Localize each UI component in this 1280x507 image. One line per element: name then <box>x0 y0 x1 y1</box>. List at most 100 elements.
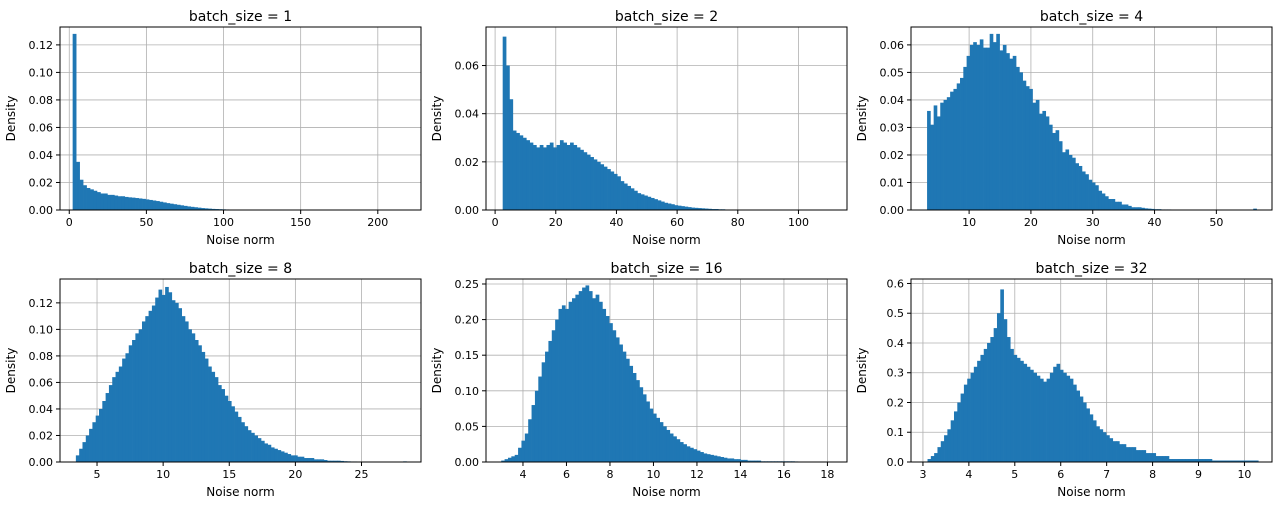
histogram-bar <box>218 385 222 462</box>
histogram-bar <box>553 147 557 210</box>
histogram-bar <box>657 200 662 210</box>
y-tick-label: 0.6 <box>887 277 905 290</box>
y-axis-ticks: 0.0 0.1 0.2 0.3 0.4 0.5 0.6 <box>887 277 911 469</box>
subplot-batch-32: batch_size = 32 Noise norm Density 3 4 5 6 7… <box>855 261 1273 499</box>
histogram-bar <box>1022 80 1027 210</box>
histogram-bar <box>654 199 658 210</box>
histogram-bar <box>241 422 245 462</box>
histogram-bar <box>112 377 116 462</box>
histogram-bar <box>1114 201 1119 210</box>
histogram-bar <box>504 459 509 462</box>
x-tick-label: 15 <box>222 468 236 481</box>
x-axis-label: Noise norm <box>206 485 274 499</box>
y-tick-label: 0.25 <box>455 278 480 291</box>
histogram-bar <box>565 308 569 462</box>
histogram-bar <box>541 362 546 462</box>
histogram-bar <box>600 164 605 210</box>
histogram-bar <box>184 321 189 462</box>
y-axis-label: Density <box>430 96 444 142</box>
y-tick-label: 0.03 <box>880 121 905 134</box>
histogram-bar <box>1129 447 1133 462</box>
x-tick-label: 10 <box>1237 468 1251 481</box>
histogram-bar <box>1142 450 1147 462</box>
x-tick-label: 10 <box>156 468 170 481</box>
histogram-bar <box>128 197 133 210</box>
histogram-bar <box>1104 196 1109 210</box>
histogram-bar <box>1088 179 1093 210</box>
histogram-bar <box>649 408 654 462</box>
histogram-bar <box>280 451 285 462</box>
histogram-bar <box>1121 204 1126 210</box>
histogram-bar <box>1010 348 1014 462</box>
histogram-bar <box>570 142 574 210</box>
histogram-bar <box>1091 182 1096 210</box>
y-tick-label: 0.02 <box>880 149 905 162</box>
histogram-bar <box>1175 459 1180 462</box>
histogram-bar <box>632 372 637 462</box>
histogram-bar <box>92 422 97 462</box>
y-tick-label: 0.00 <box>455 204 480 217</box>
histogram-bar <box>1111 198 1116 210</box>
histogram-bar <box>607 169 611 210</box>
histogram-bar <box>704 208 709 210</box>
y-axis-ticks: 0.00 0.01 0.02 0.03 0.04 0.05 0.06 <box>880 39 911 217</box>
histogram-bar <box>159 201 164 210</box>
y-tick-label: 0.02 <box>455 156 480 169</box>
histogram-bar <box>943 99 948 210</box>
histogram-bar <box>940 441 945 462</box>
histogram-bar <box>696 450 701 462</box>
histogram-bar <box>640 194 645 210</box>
histogram-bar <box>1079 396 1084 462</box>
histogram-bar <box>1135 450 1140 462</box>
histogram-bar <box>507 457 512 462</box>
histogram-bar <box>930 124 935 210</box>
y-tick-label: 0.12 <box>29 297 54 310</box>
histogram-bar <box>1147 208 1152 210</box>
histogram-bar <box>313 459 318 462</box>
histogram-bar <box>310 458 315 462</box>
x-axis-ticks: 10 20 30 40 50 <box>962 210 1223 229</box>
histogram-bar <box>138 329 143 462</box>
histogram-bar <box>754 460 758 462</box>
histogram-bar <box>1016 66 1020 210</box>
histogram-bar <box>713 455 718 462</box>
x-tick-label: 7 <box>1103 468 1110 481</box>
y-tick-label: 0.20 <box>455 314 480 327</box>
y-axis-ticks: 0.00 0.02 0.04 0.06 0.08 0.10 0.12 <box>29 39 60 217</box>
y-tick-label: 0.10 <box>29 66 54 79</box>
plot-area: 0 50 100 150 200 0.00 0.02 0.04 0.06 0.08 0.10 0.12 <box>29 26 422 229</box>
histogram-bar <box>297 456 302 462</box>
histogram-bar <box>257 438 262 462</box>
histogram-bar <box>132 340 136 462</box>
histogram-bar <box>689 447 694 462</box>
subplot-batch-8: batch_size = 8 Noise norm Density 5 10 15 2… <box>4 261 422 499</box>
histogram-bar <box>551 330 556 462</box>
histogram-bar <box>1218 460 1223 462</box>
histogram-bar <box>1092 420 1097 462</box>
histogram-bar <box>1144 208 1149 210</box>
histogram-bar <box>757 460 762 462</box>
histogram-bar <box>1134 207 1139 210</box>
y-tick-label: 0.12 <box>29 39 54 52</box>
histogram-bar <box>1056 363 1061 462</box>
y-tick-label: 0.5 <box>887 307 905 320</box>
histogram-bar <box>1125 447 1130 462</box>
histogram-bar <box>1009 58 1014 211</box>
histogram-bar <box>1118 201 1122 210</box>
histogram-bar <box>593 159 598 210</box>
histogram-bar <box>730 458 735 462</box>
histogram-bar <box>75 455 80 462</box>
histogram-bar <box>260 440 265 462</box>
histogram-bar <box>701 208 706 210</box>
histogram-bar <box>585 285 590 462</box>
histogram-bar <box>999 50 1004 210</box>
histogram-bar <box>1228 460 1233 462</box>
histogram-bar <box>76 161 80 210</box>
y-tick-label: 0.06 <box>29 376 54 389</box>
histogram-bar <box>96 192 101 210</box>
histogram-bar <box>1221 460 1226 462</box>
chart-title: batch_size = 2 <box>615 9 718 25</box>
histogram-bar <box>1208 459 1213 462</box>
histogram-bar <box>1045 116 1050 210</box>
histogram-bar <box>575 294 580 462</box>
